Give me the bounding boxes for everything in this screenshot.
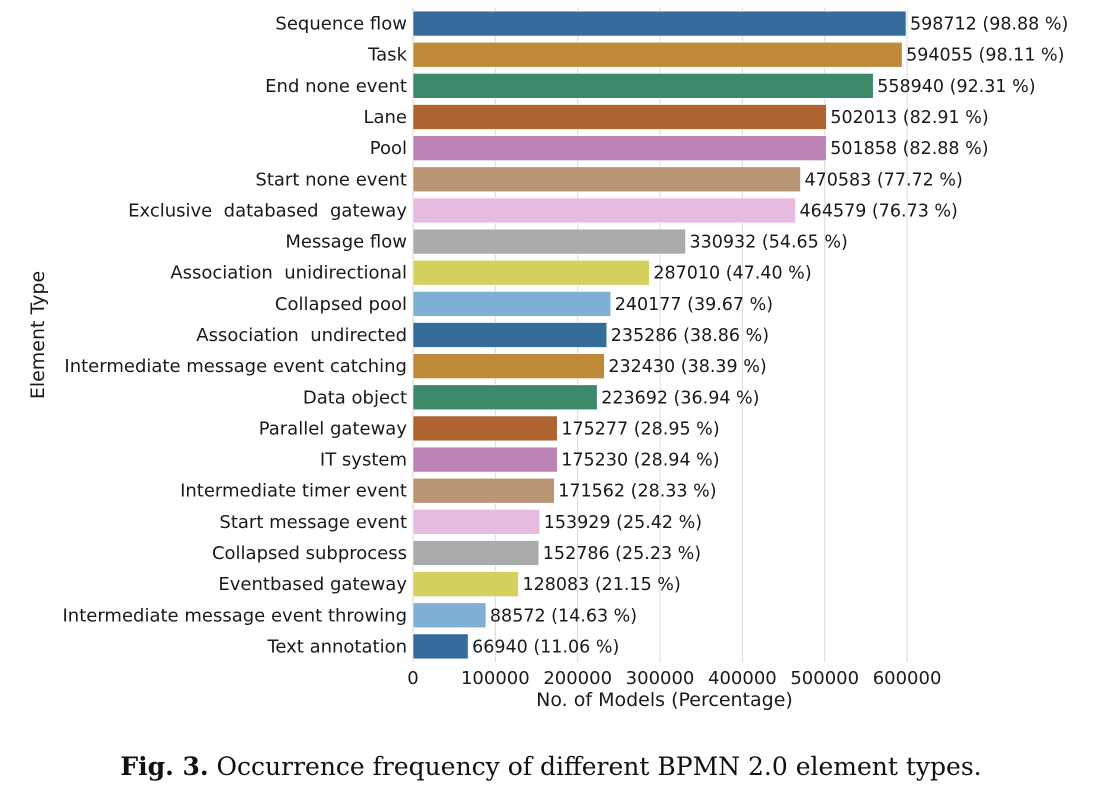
category-label: Exclusive databased gateway <box>128 200 407 221</box>
data-label: 223692 (36.94 %) <box>601 388 759 408</box>
bar <box>412 166 801 193</box>
category-label: Intermediate message event catching <box>64 356 407 377</box>
bar <box>412 259 650 286</box>
bar <box>412 197 796 224</box>
data-label: 598712 (98.88 %) <box>910 15 1068 35</box>
data-label: 464579 (76.73 %) <box>800 201 958 221</box>
x-tick-labels: 0 100000 200000 300000 400000 500000 600000 <box>407 668 941 689</box>
category-label: Sequence flow <box>275 14 407 35</box>
bar <box>412 41 903 68</box>
data-labels: 598712 (98.88 %) 594055 (98.11 %) 558940 (… <box>472 15 1068 658</box>
bar <box>412 291 612 317</box>
bar <box>412 322 608 348</box>
category-label: Eventbased gateway <box>218 574 407 595</box>
x-tick-label: 600000 <box>873 668 942 689</box>
category-label: Association undirected <box>196 325 407 346</box>
data-label: 594055 (98.11 %) <box>906 46 1064 66</box>
category-label: Message flow <box>285 232 407 253</box>
bar <box>412 633 469 660</box>
data-label: 88572 (14.63 %) <box>490 606 637 626</box>
category-label: Text annotation <box>266 636 407 657</box>
category-label: End none event <box>265 76 407 97</box>
data-label: 232430 (38.39 %) <box>608 357 766 377</box>
bar <box>412 353 605 379</box>
bar <box>412 477 555 504</box>
category-label: Lane <box>363 107 407 128</box>
bar <box>412 10 907 37</box>
data-label: 501858 (82.88 %) <box>830 139 988 159</box>
data-label: 66940 (11.06 %) <box>472 637 619 657</box>
data-label: 175277 (28.95 %) <box>561 419 719 439</box>
data-label: 330932 (54.65 %) <box>690 233 848 253</box>
bar <box>412 135 827 161</box>
category-label: IT system <box>320 450 407 471</box>
caption-label: Fig. 3. <box>120 752 209 781</box>
caption-text: Occurrence frequency of different BPMN 2… <box>216 752 982 781</box>
category-label: Data object <box>303 387 407 408</box>
data-label: 171562 (28.33 %) <box>558 482 716 502</box>
data-label: 235286 (38.86 %) <box>611 326 769 346</box>
bar <box>412 509 541 535</box>
bar-chart: 598712 (98.88 %) 594055 (98.11 %) 558940 (… <box>27 8 1068 711</box>
category-label: Task <box>367 45 407 66</box>
category-label: Intermediate message event throwing <box>63 605 408 626</box>
category-label: Pool <box>370 138 407 159</box>
data-label: 558940 (92.31 %) <box>877 77 1035 97</box>
x-tick-label: 0 <box>407 668 418 689</box>
data-label: 128083 (21.15 %) <box>522 575 680 595</box>
category-label: Intermediate timer event <box>180 481 407 502</box>
bar <box>412 384 598 411</box>
x-tick-label: 500000 <box>790 668 859 689</box>
bar <box>412 415 558 442</box>
category-label: Start message event <box>219 512 407 533</box>
category-label: Collapsed subprocess <box>212 543 407 564</box>
figure-caption: Fig. 3. Occurrence frequency of differen… <box>0 752 1102 781</box>
data-label: 287010 (47.40 %) <box>653 264 811 284</box>
x-axis-title: No. of Models (Percentage) <box>536 689 793 711</box>
x-tick-label: 400000 <box>708 668 777 689</box>
bar <box>412 228 686 255</box>
bar <box>412 602 487 629</box>
data-label: 240177 (39.67 %) <box>615 295 773 315</box>
bar <box>412 571 519 597</box>
category-label: Collapsed pool <box>275 294 407 315</box>
category-label: Parallel gateway <box>259 418 408 439</box>
data-label: 175230 (28.94 %) <box>561 451 719 471</box>
x-tick-label: 200000 <box>543 668 612 689</box>
category-labels: Sequence flow Task End none event Lane Pool S… <box>63 14 408 658</box>
data-label: 470583 (77.72 %) <box>804 170 962 190</box>
data-label: 152786 (25.23 %) <box>543 544 701 564</box>
bar <box>412 446 558 473</box>
bar <box>412 104 827 130</box>
category-label: Start none event <box>255 169 407 190</box>
bar <box>412 73 874 99</box>
x-tick-label: 100000 <box>461 668 530 689</box>
bars <box>412 10 907 660</box>
data-label: 153929 (25.42 %) <box>544 513 702 533</box>
data-label: 502013 (82.91 %) <box>830 108 988 128</box>
category-label: Association unidirectional <box>170 263 407 284</box>
x-tick-label: 300000 <box>626 668 695 689</box>
bar <box>412 540 540 566</box>
y-axis-title: Element Type <box>27 271 49 399</box>
